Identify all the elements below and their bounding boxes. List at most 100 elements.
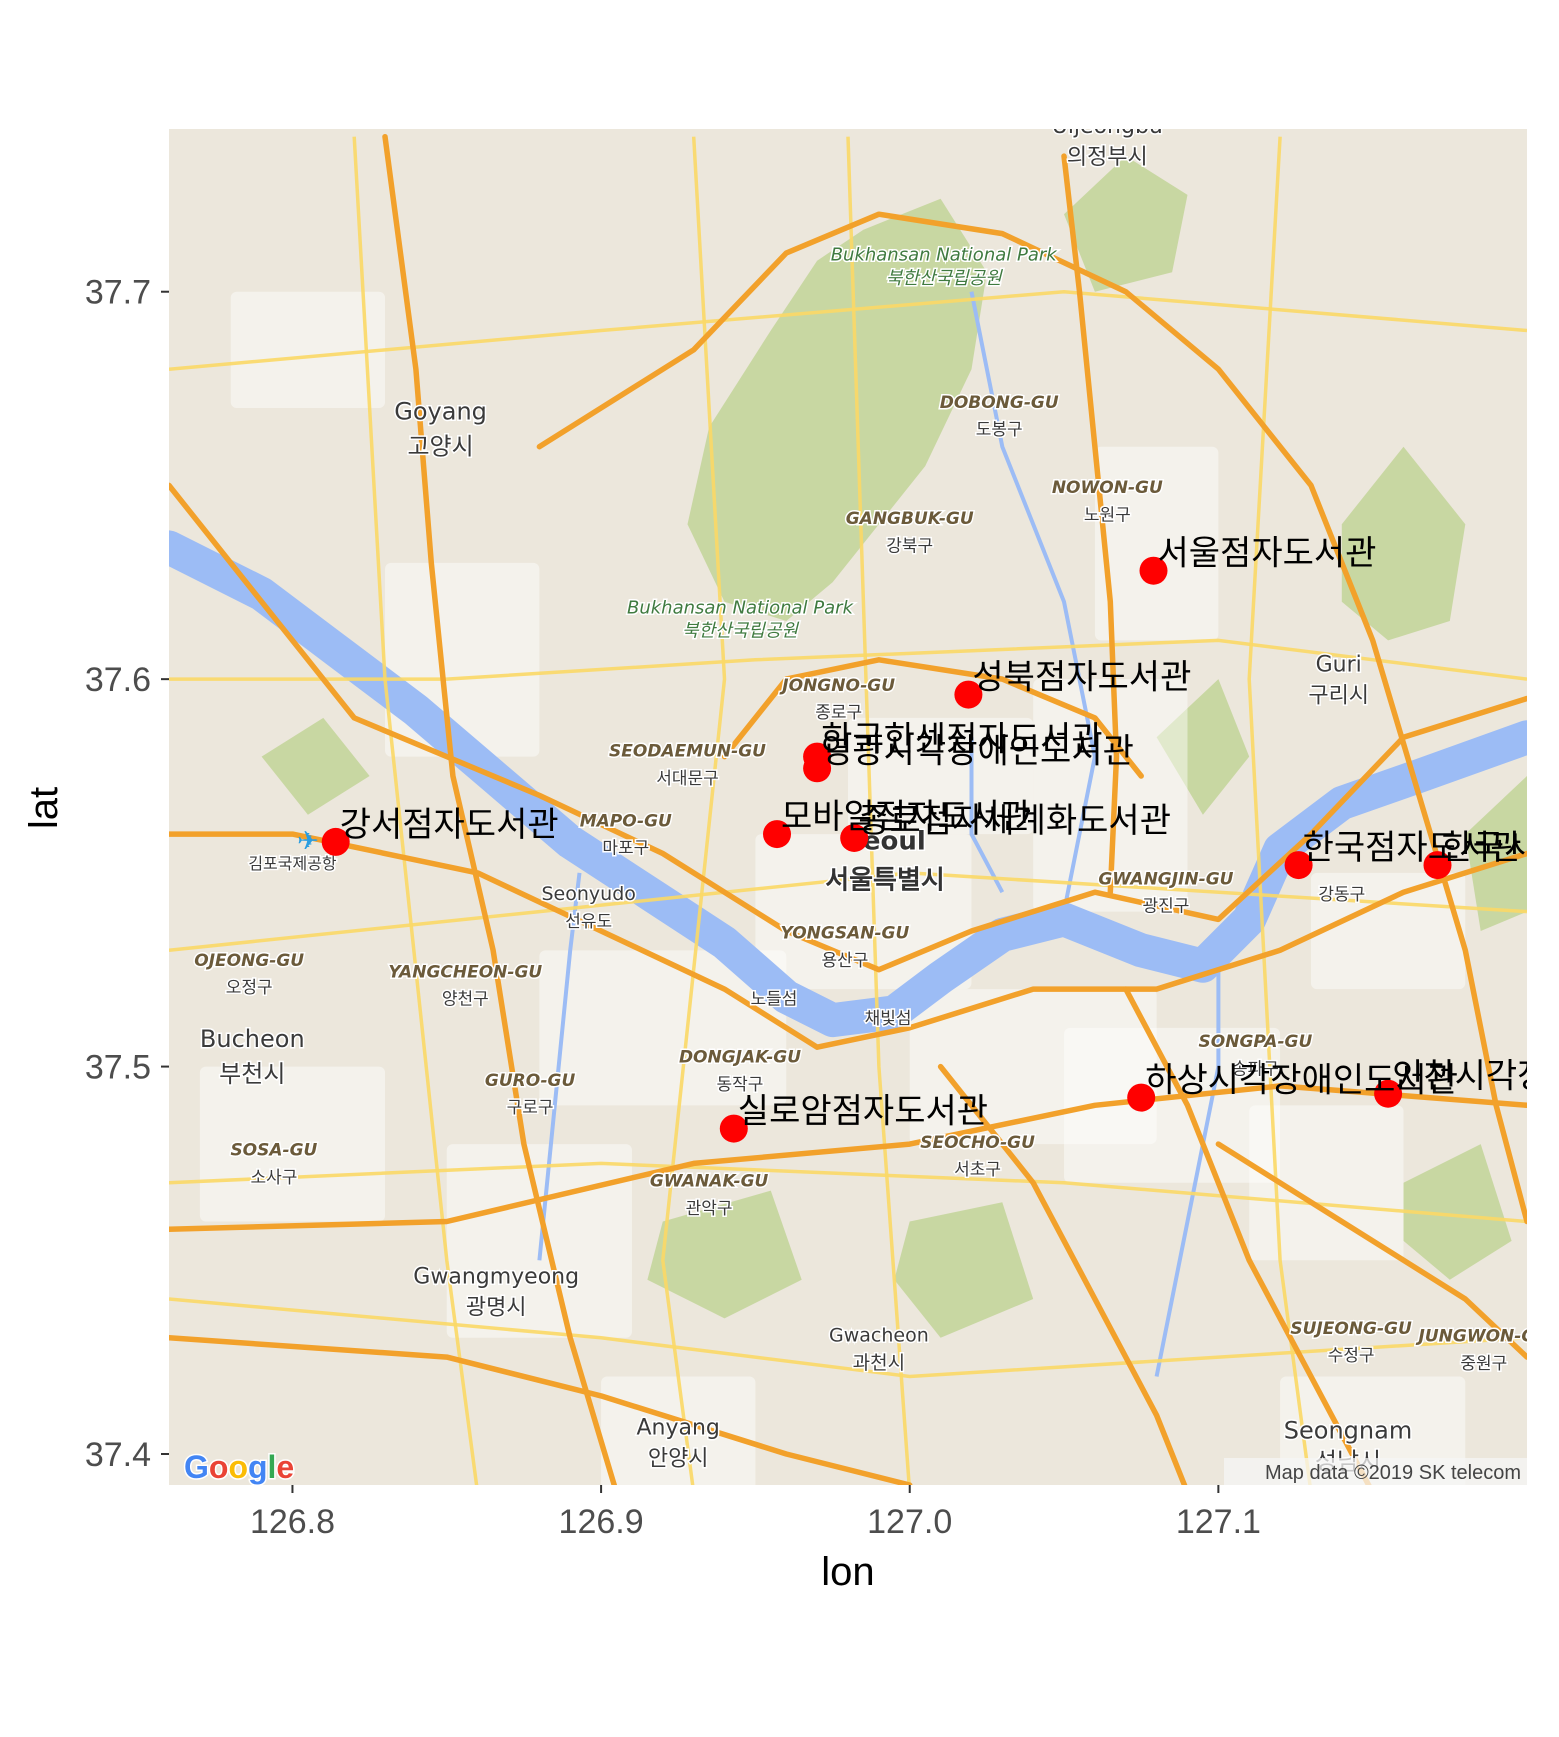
- library-label: 인천시각장애인도서관: [1392, 1057, 1559, 1097]
- google-logo-letter: G: [184, 1449, 209, 1485]
- place-label: 김포국제공항: [248, 854, 337, 873]
- library-label: 모바일점자도서관: [781, 797, 1031, 837]
- park-area: [1156, 679, 1250, 815]
- map-attribution: Map data ©2019 SK telecom: [1265, 1462, 1521, 1484]
- place-label: 양천구: [442, 990, 489, 1010]
- place-label: Bukhansan National Park: [627, 597, 855, 618]
- x-tick-label: 127.0: [867, 1503, 952, 1541]
- place-label: Goyang: [394, 398, 487, 426]
- park-area: [1064, 156, 1188, 292]
- place-label: GWANAK-GU: [650, 1172, 769, 1192]
- place-label: 강동구: [1318, 885, 1365, 905]
- x-tick-label: 126.9: [559, 1503, 644, 1541]
- place-label: 송파구: [1232, 1059, 1279, 1079]
- place-label: MAPO-GU: [580, 811, 672, 831]
- library-point: [1423, 851, 1452, 880]
- place-label: GWANGJIN-GU: [1098, 870, 1233, 890]
- highway: [1061, 153, 1120, 895]
- google-logo-letter: g: [248, 1449, 268, 1485]
- library-label: 종로점자세계화도서관: [858, 801, 1171, 841]
- place-label: Gwacheon: [829, 1325, 929, 1347]
- highway: [169, 1083, 1527, 1233]
- park-area: [1403, 1144, 1512, 1280]
- park-area: [1341, 446, 1466, 641]
- library-point: [1139, 556, 1168, 585]
- place-label: Uijeongbu: [1052, 114, 1163, 139]
- place-label: 노원구: [1084, 505, 1131, 525]
- stream: [537, 872, 582, 1261]
- library-label: 한국시각장애인도서관: [1442, 828, 1559, 868]
- park-area: [1465, 776, 1527, 931]
- urban-area: [1033, 679, 1188, 912]
- library-point: [321, 827, 350, 856]
- park-area: [647, 1190, 802, 1319]
- local-road: [352, 136, 479, 1485]
- google-logo-letter: e: [276, 1449, 294, 1485]
- place-label: 용산구: [821, 951, 868, 971]
- google-logo-letter: o: [228, 1449, 248, 1485]
- local-road: [169, 289, 1527, 371]
- highway: [721, 657, 1144, 779]
- highway: [536, 211, 1527, 1225]
- place-label: 광명시: [466, 1296, 527, 1321]
- urban-area: [1094, 446, 1219, 641]
- library-point: [719, 1114, 748, 1143]
- library-label: 서울점자도서관: [1158, 534, 1377, 574]
- place-label: Bukhansan National Park: [831, 245, 1059, 266]
- place-label: DOBONG-GU: [940, 393, 1059, 413]
- place-label: 서울특별시: [825, 865, 945, 895]
- place-label: 선유도: [565, 912, 612, 932]
- place-label: 북한산국립공원: [682, 621, 799, 642]
- place-label: 수정구: [1328, 1346, 1375, 1366]
- highway: [937, 1063, 1188, 1485]
- library-label: 하상시각장애인도서관: [1145, 1061, 1458, 1101]
- park-area: [261, 717, 370, 815]
- place-label: 구로구: [507, 1098, 554, 1118]
- urban-area: [1249, 1105, 1404, 1261]
- y-tick-label: 37.6: [85, 661, 151, 699]
- place-label: SEOCHO-GU: [920, 1133, 1035, 1153]
- place-label: 동작구: [717, 1075, 764, 1095]
- highway: [1215, 1141, 1527, 1360]
- place-label: 관악구: [686, 1199, 733, 1219]
- library-point: [954, 680, 983, 709]
- place-label: 북한산국립공원: [886, 268, 1003, 289]
- urban-area: [601, 1376, 756, 1485]
- place-label: 의정부시: [1067, 145, 1148, 170]
- library-label: 성북점자도서관: [972, 658, 1191, 698]
- place-label: JUNGWON-GU: [1416, 1327, 1550, 1347]
- y-axis: 37.4 37.5 37.6 37.7: [85, 274, 169, 1474]
- place-label: NOWON-GU: [1052, 478, 1163, 498]
- place-label: JONGNO-GU: [779, 676, 895, 696]
- highway: [1123, 986, 1372, 1485]
- place-label: 소사구: [250, 1168, 297, 1188]
- urban-area: [848, 717, 1034, 835]
- library-point: [763, 820, 791, 849]
- library-label: 영광시각장애인도서관: [821, 731, 1134, 771]
- highway: [382, 133, 618, 1485]
- place-label: 노들섬: [750, 990, 797, 1010]
- park-areas: [261, 156, 1527, 1338]
- x-axis: 126.8 126.9 127.0 127.1: [250, 1485, 1261, 1541]
- local-road: [169, 638, 1527, 681]
- place-label: YONGSAN-GU: [781, 924, 910, 944]
- park-area: [894, 1202, 1034, 1338]
- place-label: 채빛섬: [865, 1009, 912, 1029]
- place-label: 오정구: [226, 978, 273, 998]
- place-label: YANGCHEON-GU: [388, 963, 542, 983]
- google-logo-letter: l: [268, 1449, 277, 1485]
- place-label: 안양시: [648, 1447, 709, 1472]
- place-label: SOSA-GU: [230, 1141, 317, 1161]
- place-label: SONGPA-GU: [1199, 1032, 1313, 1052]
- library-point: [840, 824, 869, 852]
- place-label: 부천시: [219, 1060, 285, 1088]
- stream: [969, 291, 1097, 912]
- place-label: 강북구: [886, 536, 933, 556]
- local-road: [169, 1297, 1527, 1379]
- google-logo-letter: o: [209, 1449, 229, 1485]
- place-label: 중원구: [1460, 1354, 1507, 1374]
- place-label: 도봉구: [976, 420, 1023, 440]
- place-label: Guri: [1316, 652, 1362, 677]
